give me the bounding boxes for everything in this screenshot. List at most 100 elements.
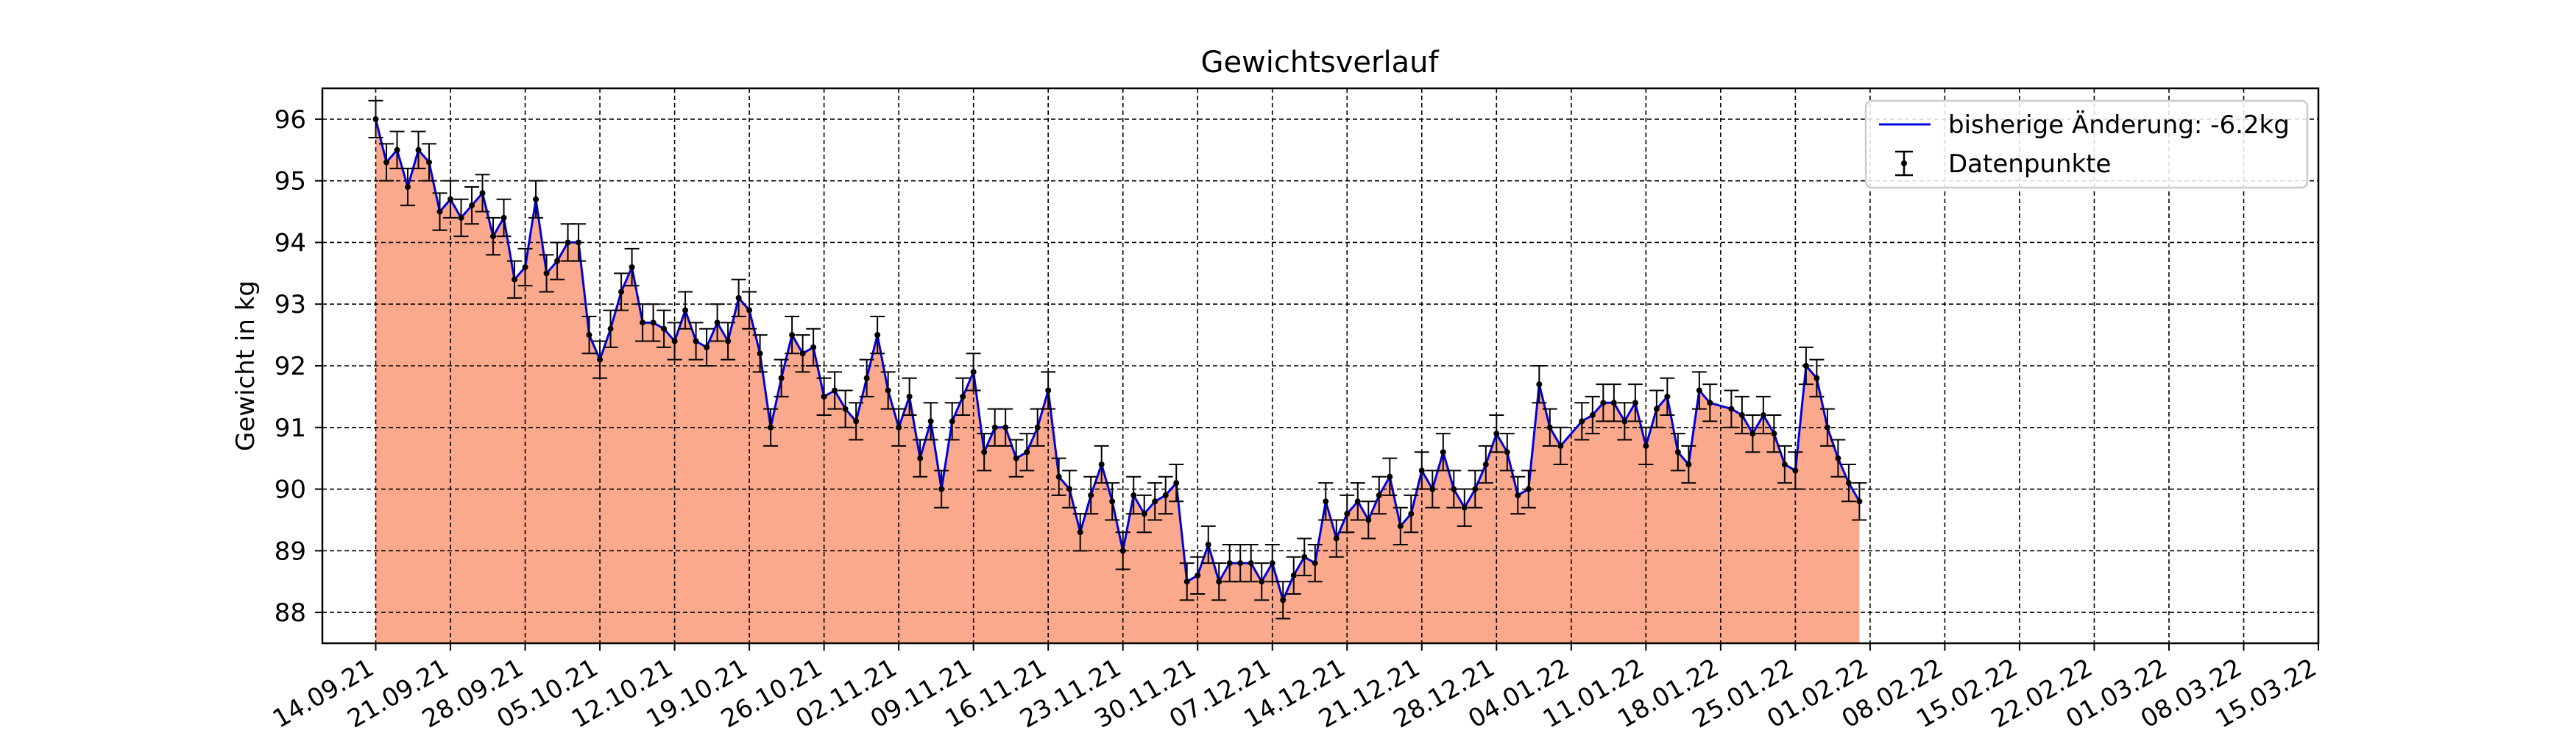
data-point [1066, 486, 1073, 492]
data-point [1440, 449, 1446, 456]
data-point [778, 375, 785, 381]
data-point [1195, 572, 1201, 578]
y-tick-label: 92 [275, 352, 306, 381]
data-point [1162, 492, 1169, 498]
data-point [1259, 578, 1265, 585]
data-point [1098, 461, 1105, 468]
data-point [458, 214, 464, 221]
data-point [970, 369, 977, 375]
data-point [949, 418, 955, 425]
data-point [789, 332, 796, 339]
data-point [1429, 486, 1436, 492]
data-point [1856, 498, 1863, 505]
data-point [1771, 431, 1777, 437]
y-tick-label: 91 [275, 414, 306, 443]
data-point [1536, 381, 1543, 388]
data-point [1738, 412, 1745, 419]
data-point [896, 424, 902, 431]
data-point [1141, 511, 1147, 517]
data-point [1280, 597, 1287, 604]
data-point [1749, 431, 1756, 437]
data-point [863, 375, 870, 381]
data-point [1579, 418, 1585, 425]
y-tick-label: 88 [275, 598, 306, 628]
data-point [671, 338, 678, 344]
data-point [618, 289, 625, 295]
data-point [436, 208, 443, 215]
data-point [1269, 560, 1275, 567]
data-point [1696, 387, 1702, 394]
data-point [1024, 449, 1030, 456]
data-point [960, 393, 966, 400]
data-point [1653, 406, 1660, 412]
data-point [1333, 535, 1340, 542]
data-point [1045, 387, 1052, 394]
data-point [415, 146, 422, 153]
data-point [1216, 578, 1222, 585]
data-point [1621, 418, 1628, 425]
data-point [1354, 498, 1361, 505]
data-point [1387, 473, 1393, 480]
data-point [1781, 461, 1788, 468]
data-point [832, 387, 838, 394]
data-point [533, 196, 539, 202]
data-point [1237, 560, 1244, 567]
data-point [1013, 455, 1019, 461]
legend-errorbar-swatch [1895, 150, 1913, 177]
data-points [372, 116, 1863, 604]
data-point [746, 307, 753, 314]
data-point [725, 338, 732, 344]
data-point [1589, 412, 1596, 419]
data-point [479, 190, 486, 197]
data-point [1792, 467, 1799, 474]
data-point [576, 239, 582, 246]
data-point [810, 344, 817, 350]
data-point [383, 159, 390, 166]
legend-box [1864, 99, 2309, 189]
data-point [469, 202, 475, 209]
data-point [554, 258, 561, 264]
y-axis-label: Gewicht in kg [231, 280, 261, 451]
data-point [1845, 480, 1852, 486]
legend-label-line: bisherige Änderung: -6.2kg [1948, 110, 2290, 140]
data-point [1643, 442, 1649, 449]
data-point [1632, 400, 1638, 406]
data-point [735, 294, 742, 301]
data-point [447, 196, 454, 202]
data-point [821, 393, 827, 400]
y-tick-label: 93 [275, 290, 306, 319]
data-point [565, 239, 571, 246]
data-point [394, 146, 400, 153]
data-point [543, 270, 550, 277]
data-point [906, 393, 913, 400]
data-point [1109, 498, 1116, 505]
error-bars [368, 99, 1867, 620]
data-point [1397, 523, 1404, 529]
data-point [682, 307, 689, 314]
data-point [1130, 492, 1137, 498]
data-point [500, 214, 507, 221]
data-point [1002, 424, 1009, 431]
data-point [1835, 455, 1841, 461]
data-point [768, 424, 774, 431]
data-point [650, 319, 657, 326]
data-point [372, 116, 379, 122]
data-point [1248, 560, 1254, 567]
data-point [640, 319, 646, 326]
y-tick-label: 94 [275, 228, 306, 258]
data-point [1824, 424, 1830, 431]
legend: bisherige Änderung: -6.2kg Datenpunkte [1864, 99, 2309, 189]
data-point [1152, 498, 1158, 505]
data-point [1088, 492, 1094, 498]
data-point [1312, 560, 1318, 567]
data-point [490, 233, 497, 240]
data-point [917, 455, 924, 461]
data-point [1290, 572, 1297, 578]
data-point [629, 263, 635, 270]
data-point [1226, 560, 1233, 567]
data-point [1461, 504, 1468, 511]
data-point [981, 449, 988, 456]
data-point [1685, 461, 1692, 468]
data-point [842, 406, 849, 412]
data-point [853, 418, 860, 425]
